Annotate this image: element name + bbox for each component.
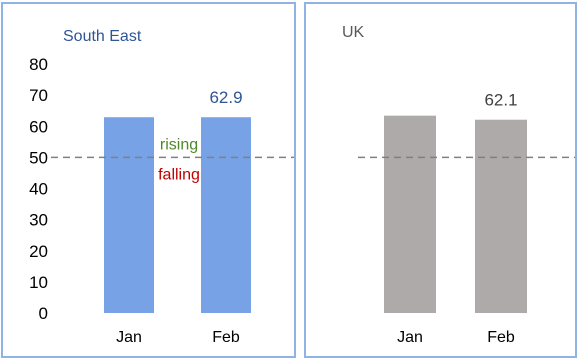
y-tick-label: 20 [29,242,48,261]
bar-jan [104,117,154,313]
data-label: 62.9 [209,88,242,107]
y-tick-label: 30 [29,211,48,230]
bar-feb [475,119,527,314]
y-tick-label: 50 [29,148,48,167]
falling-label: falling [158,166,200,183]
y-tick-label: 60 [29,117,48,136]
rising-label: rising [160,136,198,153]
x-tick-label: Feb [212,329,240,346]
bar-feb [201,117,251,313]
uk-chart-panel: UK Jan Feb 62.1 [304,2,577,358]
x-tick-label: Feb [487,329,515,346]
chart-title: UK [342,24,365,41]
y-tick-label: 40 [29,180,48,199]
uk-chart: UK Jan Feb 62.1 [342,24,575,346]
south-east-chart-panel: South East 0 10 20 30 40 50 60 70 80 Jan Feb 62.9 ris… [1,2,296,358]
bar-jan [384,115,436,313]
y-tick-label: 10 [29,273,48,292]
data-label: 62.1 [484,91,517,110]
y-tick-label: 80 [29,55,48,74]
south-east-chart: South East 0 10 20 30 40 50 60 70 80 Jan Feb 62.9 ris… [29,28,294,346]
y-tick-label: 0 [39,304,48,323]
y-tick-label: 70 [29,86,48,105]
chart-title: South East [63,28,142,45]
x-tick-label: Jan [397,329,423,346]
x-tick-label: Jan [116,329,142,346]
